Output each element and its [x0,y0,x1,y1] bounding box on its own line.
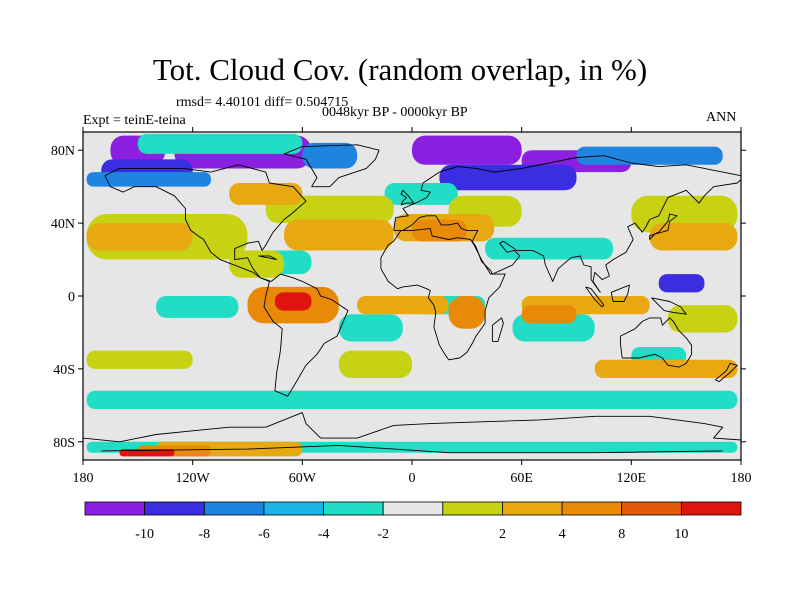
colorbar-label-4: -2 [377,527,389,542]
period-label: 0048kyr BP - 0000kyr BP [322,105,468,120]
anomaly-region-30 [338,350,412,378]
lat-tick-label-1: 40N [51,217,75,232]
coastline-1 [393,155,741,293]
coastline-2 [380,228,506,361]
colorbar-swatch-10 [680,501,742,516]
anomaly-region-28 [86,350,193,369]
coastline-4 [283,144,380,188]
lon-tick-label-1: 120W [176,471,211,486]
anomaly-region-32 [284,219,394,251]
coastline-3 [619,317,693,368]
anomaly-region-42 [448,296,486,329]
coastline-0 [104,164,349,397]
lon-tick-label-5: 120E [617,471,647,486]
anomaly-region-6 [658,274,705,293]
colorbar-label-8: 10 [674,527,688,542]
anomaly-region-2 [412,135,522,165]
colorbar-swatch-9 [621,501,682,516]
anomaly-region-11 [485,237,614,260]
coastline-10 [610,284,630,302]
colorbar-swatch-1 [144,501,205,516]
anomaly-region-45 [274,292,312,311]
colorbar-swatch-2 [203,501,265,516]
anomaly-region-7 [86,172,211,187]
anomaly-region-5 [439,164,577,191]
map-axes: 80N 40N 0 40S 80S 180 120W 60W 0 60E 120E 180 [51,127,752,486]
coastline-6 [400,189,415,206]
colorbar-swatch-4 [323,501,384,516]
colorbar-label-7: 8 [618,527,625,542]
colorbar-swatch-6 [442,501,503,516]
lat-tick-label-0: 80N [51,144,75,159]
coastline-12 [715,362,738,383]
colorbar-swatch-3 [263,501,324,516]
coastlines [83,144,741,454]
lat-tick-label-3: 40S [53,363,75,378]
coastline-9 [585,286,605,308]
lon-tick-label-6: 180 [731,471,752,486]
lon-tick-label-3: 0 [409,471,416,486]
coastline-7 [649,213,678,240]
colorbar-label-2: -6 [258,527,270,542]
anomaly-region-21 [86,378,738,388]
anomaly-region-15 [338,314,403,342]
anomaly-regions [86,133,738,457]
lat-tick-label-2: 0 [68,290,75,305]
anomaly-region-12 [384,183,458,205]
rmsd-diff-stats: rmsd= 4.40101 diff= 0.504715 [176,95,349,110]
anomaly-region-13 [156,296,239,318]
anomaly-region-10 [137,133,303,154]
colorbar-label-5: 2 [499,527,506,542]
anomaly-region-41 [412,219,467,242]
anomaly-region-25 [631,195,738,233]
coastline-14 [101,444,723,454]
coastline-5 [83,412,741,443]
coastline-8 [491,317,504,343]
colorbar-label-1: -8 [198,527,210,542]
experiment-label: Expt = teinE-teina [83,113,186,128]
anomaly-region-31 [86,223,193,251]
anomaly-region-29 [667,305,738,333]
anomaly-region-9 [576,146,723,165]
anomaly-region-18 [86,390,738,409]
anomaly-region-35 [229,183,303,205]
colorbar-label-6: 4 [559,527,566,542]
colorbar-swatch-7 [502,501,563,516]
colorbar-swatch-5 [382,501,444,516]
anomaly-region-37 [357,296,449,315]
lon-tick-label-0: 180 [73,471,94,486]
anomaly-region-8 [302,142,358,169]
anomaly-region-33 [649,223,738,251]
anomaly-region-27 [229,250,285,278]
colorbar-swatch-8 [561,501,623,516]
season-label: ANN [706,110,737,125]
coastline-11 [651,297,687,315]
colorbar-swatch-0 [84,501,146,516]
chart-title: Tot. Cloud Cov. (random overlap, in %) [152,52,648,87]
anomaly-region-38 [594,359,738,378]
colorbar-label-0: -10 [135,527,154,542]
lon-tick-label-2: 60W [289,471,317,486]
coastline-13 [258,255,278,261]
anomaly-region-43 [521,305,577,324]
colorbar-label-3: -4 [318,527,330,542]
anomaly-region-22 [86,277,193,287]
lat-tick-label-4: 80S [53,436,75,451]
lon-tick-label-4: 60E [510,471,533,486]
colorbar: -10 -8 -6 -4 -2 2 4 8 10 [84,501,742,542]
